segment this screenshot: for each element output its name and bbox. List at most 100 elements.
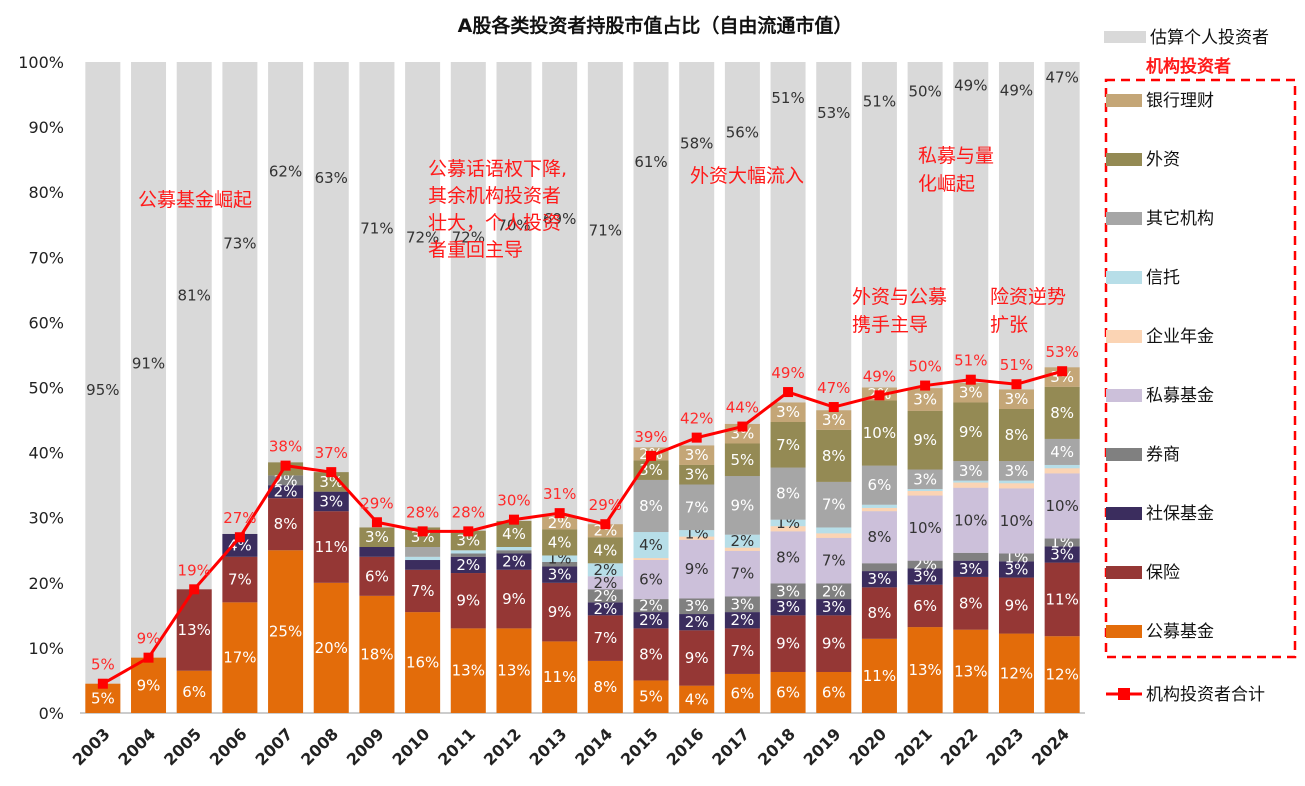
individual-data-label: 81% (178, 286, 211, 304)
bar-segment (998, 408, 1034, 462)
bar-segment (679, 484, 715, 531)
bar-data-label: 3% (959, 384, 983, 402)
bar-segment (222, 602, 258, 713)
bar-segment (770, 531, 806, 584)
legend-label: 公募基金 (1146, 622, 1214, 642)
bar-segment (907, 627, 943, 713)
bar-segment (679, 530, 715, 537)
legend-swatch (1106, 94, 1142, 107)
bar-data-label: 6% (365, 567, 389, 585)
bar-segment (724, 612, 760, 629)
bar-segment (861, 507, 897, 512)
bar-segment (359, 546, 395, 557)
legend-swatch-individual (1104, 31, 1146, 43)
bar-segment (998, 461, 1034, 481)
bar-group: 13% 9% 2% 4% 70% (496, 62, 532, 713)
annotations: 公募基金崛起 公募话语权下降, 其余机构投资者 壮大，个人投资 者重回主导 外资… (138, 145, 1066, 336)
bar-data-label: 5% (730, 451, 754, 469)
y-tick-label: 20% (28, 574, 64, 593)
legend-label-total: 机构投资者合计 (1146, 685, 1265, 705)
bar-data-label: 13% (497, 662, 530, 680)
bar-data-label: 3% (548, 566, 572, 584)
bar-segment (861, 638, 897, 713)
bar-data-label: 3% (913, 391, 937, 409)
bar-segment (633, 680, 669, 713)
bar-segment (679, 536, 715, 540)
individual-data-label: 69% (543, 210, 576, 228)
individual-data-label: 58% (680, 135, 713, 153)
y-tick-label: 30% (28, 509, 64, 528)
individual-data-label: 71% (360, 219, 393, 237)
total-data-label: 28% (452, 503, 485, 521)
bar-segment (542, 516, 578, 530)
bar-group: 8%7%2%2%2%2%4%2%71% (587, 62, 623, 713)
x-tick-label: 2006 (206, 724, 251, 769)
bar-segment (633, 532, 669, 559)
bar-segment (587, 615, 623, 661)
bar-data-label: 9% (730, 496, 754, 514)
bar-segment (450, 530, 486, 551)
bar-segment (359, 556, 395, 596)
bar-data-label: 3% (456, 531, 480, 549)
bar-segment (633, 628, 669, 681)
bar-data-label: 8% (593, 678, 617, 696)
annotation-4: 私募与量 化崛起 (918, 145, 1000, 195)
total-line-marker (646, 450, 657, 461)
bar-segment (861, 465, 897, 505)
bar-segment (998, 483, 1034, 489)
total-data-label: 29% (589, 496, 622, 514)
bar-group: 5% 95% (85, 62, 121, 713)
bar-segment (1044, 546, 1080, 563)
y-tick-label: 10% (28, 639, 64, 658)
bar-data-label: 2% (593, 574, 617, 592)
bar-data-label: 6% (730, 684, 754, 702)
bar-data-label: 9% (822, 635, 846, 653)
annotation-5: 外资与公募 携手主导 (852, 286, 953, 336)
individual-data-label: 49% (1000, 81, 1033, 99)
bar-segment (496, 569, 532, 629)
bar-individual (85, 62, 121, 713)
bar-segment (587, 563, 623, 577)
bar-segment (816, 533, 852, 538)
bar-group: 6%9%3%2%7%7%8%3%53% (816, 62, 852, 713)
individual-data-label: 71% (589, 221, 622, 239)
legend-swatch (1106, 389, 1142, 402)
bar-segment (405, 546, 441, 557)
bar-data-label: 9% (776, 635, 800, 653)
total-data-label: 42% (680, 410, 713, 428)
legend-label: 信托 (1146, 268, 1180, 288)
y-tick-label: 70% (28, 248, 64, 267)
bar-data-label: 7% (411, 582, 435, 600)
bar-data-label: 2% (274, 483, 298, 501)
bar-data-label: 9% (456, 592, 480, 610)
total-line-marker (828, 402, 839, 413)
bar-segment (816, 583, 852, 600)
individual-data-label: 70% (497, 217, 530, 235)
bar-segment (268, 475, 304, 486)
y-tick-label: 60% (28, 313, 64, 332)
bar-segment (405, 612, 441, 713)
bar-segment (542, 561, 578, 567)
bar-data-label: 2% (548, 514, 572, 532)
bar-segment (816, 410, 852, 430)
bar-data-label: 2% (593, 561, 617, 579)
bar-segment (1044, 473, 1080, 539)
bar-data-label: 16% (406, 654, 439, 672)
bar-data-label: 2% (456, 556, 480, 574)
bar-data-label: 11% (1045, 590, 1078, 608)
bar-data-label: 10% (908, 519, 941, 537)
individual-data-label: 91% (132, 355, 165, 373)
x-tick-label: 2008 (297, 724, 342, 769)
individual-data-label: 73% (223, 234, 256, 252)
individual-data-label: 72% (406, 228, 439, 246)
bar-group: 5%8%2%2%6%4%8%3%2%61% (633, 62, 669, 713)
bar-data-label: 8% (776, 548, 800, 566)
bar-segment (953, 382, 989, 403)
bar-segment (861, 571, 897, 588)
bar-group: 11%9%3%1%4%2%69% (542, 62, 578, 713)
individual-data-label: 47% (1045, 68, 1078, 86)
bar-segment (998, 389, 1034, 409)
bar-segment (907, 388, 943, 411)
total-line-marker (97, 678, 108, 689)
legend-label: 企业年金 (1146, 327, 1214, 347)
